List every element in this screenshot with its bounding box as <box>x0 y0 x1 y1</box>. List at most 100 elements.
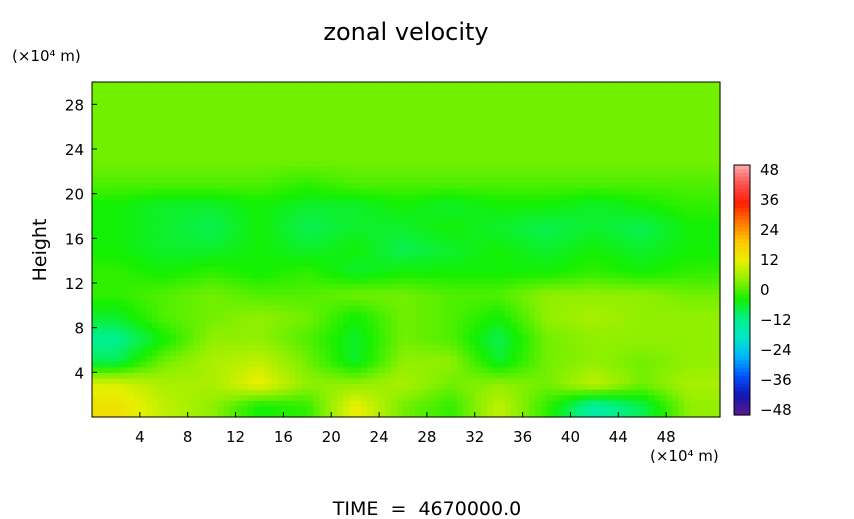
heatmap-cell <box>235 283 243 290</box>
heatmap-cell <box>516 199 524 206</box>
heatmap-cell <box>636 171 643 178</box>
heatmap-cell <box>121 283 129 290</box>
heatmap-cell <box>630 249 637 256</box>
heatmap-cell <box>552 255 560 262</box>
heatmap-cell <box>654 411 661 418</box>
heatmap-cell <box>199 193 207 200</box>
heatmap-cell <box>480 316 488 323</box>
heatmap-cell <box>121 243 129 251</box>
heatmap-cell <box>163 350 171 357</box>
heatmap-cell <box>193 361 201 368</box>
heatmap-cell <box>588 394 595 401</box>
heatmap-cell <box>133 227 141 234</box>
heatmap-cell <box>157 389 165 396</box>
heatmap-cell <box>432 216 440 223</box>
heatmap-cell <box>325 154 332 161</box>
heatmap-cell <box>486 277 494 284</box>
heatmap-cell <box>474 344 482 351</box>
heatmap-cell <box>313 327 320 334</box>
heatmap-cell <box>337 204 344 212</box>
heatmap-cell <box>702 350 709 357</box>
heatmap-cell <box>235 271 243 279</box>
heatmap-cell <box>295 249 302 256</box>
heatmap-cell <box>319 210 326 217</box>
heatmap-cell <box>373 165 380 172</box>
heatmap-cell <box>570 193 578 200</box>
heatmap-cell <box>367 294 374 301</box>
heatmap-cell <box>630 372 637 379</box>
heatmap-cell <box>151 182 159 189</box>
heatmap-cell <box>450 377 458 385</box>
heatmap-cell <box>462 372 470 379</box>
heatmap-cell <box>474 243 482 251</box>
heatmap-cell <box>133 394 141 401</box>
heatmap-cell <box>259 243 267 251</box>
heatmap-cell <box>600 271 607 279</box>
heatmap-cell <box>127 149 135 156</box>
heatmap-cell <box>474 400 482 407</box>
heatmap-cell <box>145 193 153 200</box>
heatmap-cell <box>576 165 584 172</box>
heatmap-cell <box>702 160 709 167</box>
heatmap-cell <box>534 154 542 161</box>
heatmap-cell <box>391 394 398 401</box>
heatmap-cell <box>175 400 183 407</box>
heatmap-cell <box>355 149 362 156</box>
heatmap-cell <box>103 377 111 385</box>
heatmap-cell <box>307 383 314 390</box>
heatmap-cell <box>618 411 625 418</box>
heatmap-cell <box>414 277 422 284</box>
heatmap-cell <box>708 400 715 407</box>
heatmap-cell <box>498 377 506 385</box>
heatmap-cell <box>109 366 117 373</box>
heatmap-cell <box>205 182 213 189</box>
heatmap-cell <box>636 405 643 413</box>
heatmap-cell <box>367 160 374 167</box>
heatmap-cell <box>361 400 368 407</box>
heatmap-cell <box>564 160 572 167</box>
heatmap-cell <box>193 266 201 273</box>
heatmap-cell <box>193 227 201 234</box>
heatmap-cell <box>672 271 679 279</box>
heatmap-cell <box>193 221 201 228</box>
heatmap-cell <box>672 283 679 290</box>
heatmap-cell <box>133 294 141 301</box>
heatmap-cell <box>600 227 607 234</box>
heatmap-cell <box>169 366 177 373</box>
heatmap-cell <box>432 294 440 301</box>
heatmap-cell <box>558 271 566 279</box>
heatmap-cell <box>522 394 530 401</box>
heatmap-cell <box>456 411 464 418</box>
heatmap-cell <box>636 188 643 195</box>
heatmap-cell <box>606 232 613 239</box>
heatmap-cell <box>636 249 643 256</box>
heatmap-cell <box>636 199 643 206</box>
heatmap-cell <box>403 305 410 312</box>
heatmap-cell <box>325 377 332 385</box>
heatmap-cell <box>660 283 667 290</box>
heatmap-cell <box>121 160 129 167</box>
heatmap-cell <box>133 377 141 385</box>
heatmap-cell <box>480 333 488 340</box>
heatmap-cell <box>456 377 464 385</box>
heatmap-cell <box>325 221 332 228</box>
heatmap-cell <box>546 193 554 200</box>
heatmap-cell <box>654 350 661 357</box>
heatmap-cell <box>438 411 446 418</box>
heatmap-cell <box>373 277 380 284</box>
heatmap-cell <box>654 271 661 279</box>
heatmap-cell <box>612 383 619 390</box>
heatmap-cell <box>696 333 703 340</box>
heatmap-cell <box>528 199 536 206</box>
heatmap-cell <box>714 405 721 413</box>
heatmap-cell <box>169 344 177 351</box>
heatmap-cell <box>301 255 308 262</box>
heatmap-cell <box>247 154 255 161</box>
heatmap-cell <box>247 411 255 418</box>
heatmap-cell <box>642 294 649 301</box>
heatmap-cell <box>211 238 219 245</box>
heatmap-cell <box>564 249 572 256</box>
heatmap-cell <box>708 232 715 239</box>
heatmap-cell <box>696 255 703 262</box>
heatmap-cell <box>175 188 183 195</box>
